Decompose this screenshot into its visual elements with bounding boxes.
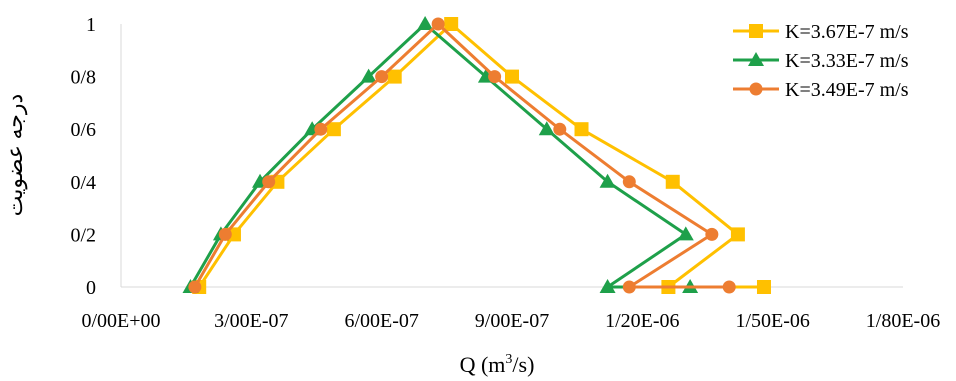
data-point [574, 122, 589, 137]
data-point [599, 279, 616, 293]
x-axis-title-sup: 3 [505, 352, 512, 367]
series-line [193, 22, 730, 289]
x-axis-title: Q (m3/s) [460, 352, 535, 377]
x-tick-label: 9/00E-07 [475, 310, 549, 332]
y-tick-label: 0 [86, 277, 96, 299]
data-point [622, 175, 636, 189]
data-point [326, 122, 341, 137]
series-layer [182, 16, 771, 294]
data-point [360, 68, 377, 83]
data-point [538, 121, 555, 136]
y-tick-label: 0/4 [70, 172, 96, 194]
series-3 [188, 17, 736, 294]
data-point [677, 226, 694, 241]
y-tick-labels: 0 0/2 0/4 0/6 0/8 1 [70, 14, 96, 299]
data-point [756, 280, 771, 294]
x-tick-label: 3/00E-07 [214, 310, 288, 332]
legend-item: K=3.67E-7 m/s [733, 21, 909, 43]
data-point [722, 280, 736, 294]
legend: K=3.67E-7 m/s K=3.33E-7 m/s K=3.49E-7 m/s [733, 21, 909, 101]
legend-item: K=3.33E-7 m/s [733, 50, 909, 72]
y-axis-title: درجه عضویت [2, 94, 28, 217]
data-point [488, 70, 502, 84]
data-point [387, 69, 402, 84]
y-tick-label: 0/6 [70, 119, 96, 141]
y-tick-label: 1 [86, 14, 96, 36]
legend-marker [748, 52, 764, 66]
legend-marker [749, 82, 763, 96]
data-point [705, 227, 719, 241]
data-point [444, 17, 459, 31]
x-tick-label: 1/80E-06 [866, 310, 940, 332]
data-point [218, 227, 232, 241]
data-point [730, 227, 745, 242]
data-point [553, 122, 567, 136]
legend-label: K=3.49E-7 m/s [785, 79, 909, 101]
data-point [505, 69, 519, 84]
legend-label: K=3.67E-7 m/s [785, 21, 909, 43]
data-point [188, 280, 202, 294]
data-point [262, 175, 276, 189]
data-point [665, 174, 680, 189]
data-point [431, 17, 445, 31]
x-tick-label: 6/00E-07 [344, 310, 418, 332]
legend-marker [749, 24, 763, 38]
data-point [314, 122, 328, 136]
y-tick-label: 0/2 [70, 224, 96, 246]
x-tick-label: 1/50E-06 [735, 310, 809, 332]
series-line [189, 22, 691, 289]
x-tick-label: 1/20E-06 [605, 310, 679, 332]
x-tick-labels: 0/00E+00 3/00E-07 6/00E-07 9/00E-07 1/20E-06… [81, 310, 940, 332]
data-point [417, 16, 434, 30]
data-point [622, 280, 636, 294]
legend-label: K=3.33E-7 m/s [785, 50, 909, 72]
data-point [375, 70, 389, 84]
legend-item: K=3.49E-7 m/s [733, 79, 909, 101]
y-tick-label: 0/8 [70, 67, 96, 89]
x-axis-title-main: Q (m [460, 352, 506, 377]
series-2 [182, 16, 699, 293]
data-point [599, 173, 616, 188]
x-axis-title-tail: /s) [512, 352, 534, 377]
series-line [197, 22, 764, 289]
x-tick-label: 0/00E+00 [81, 310, 160, 332]
